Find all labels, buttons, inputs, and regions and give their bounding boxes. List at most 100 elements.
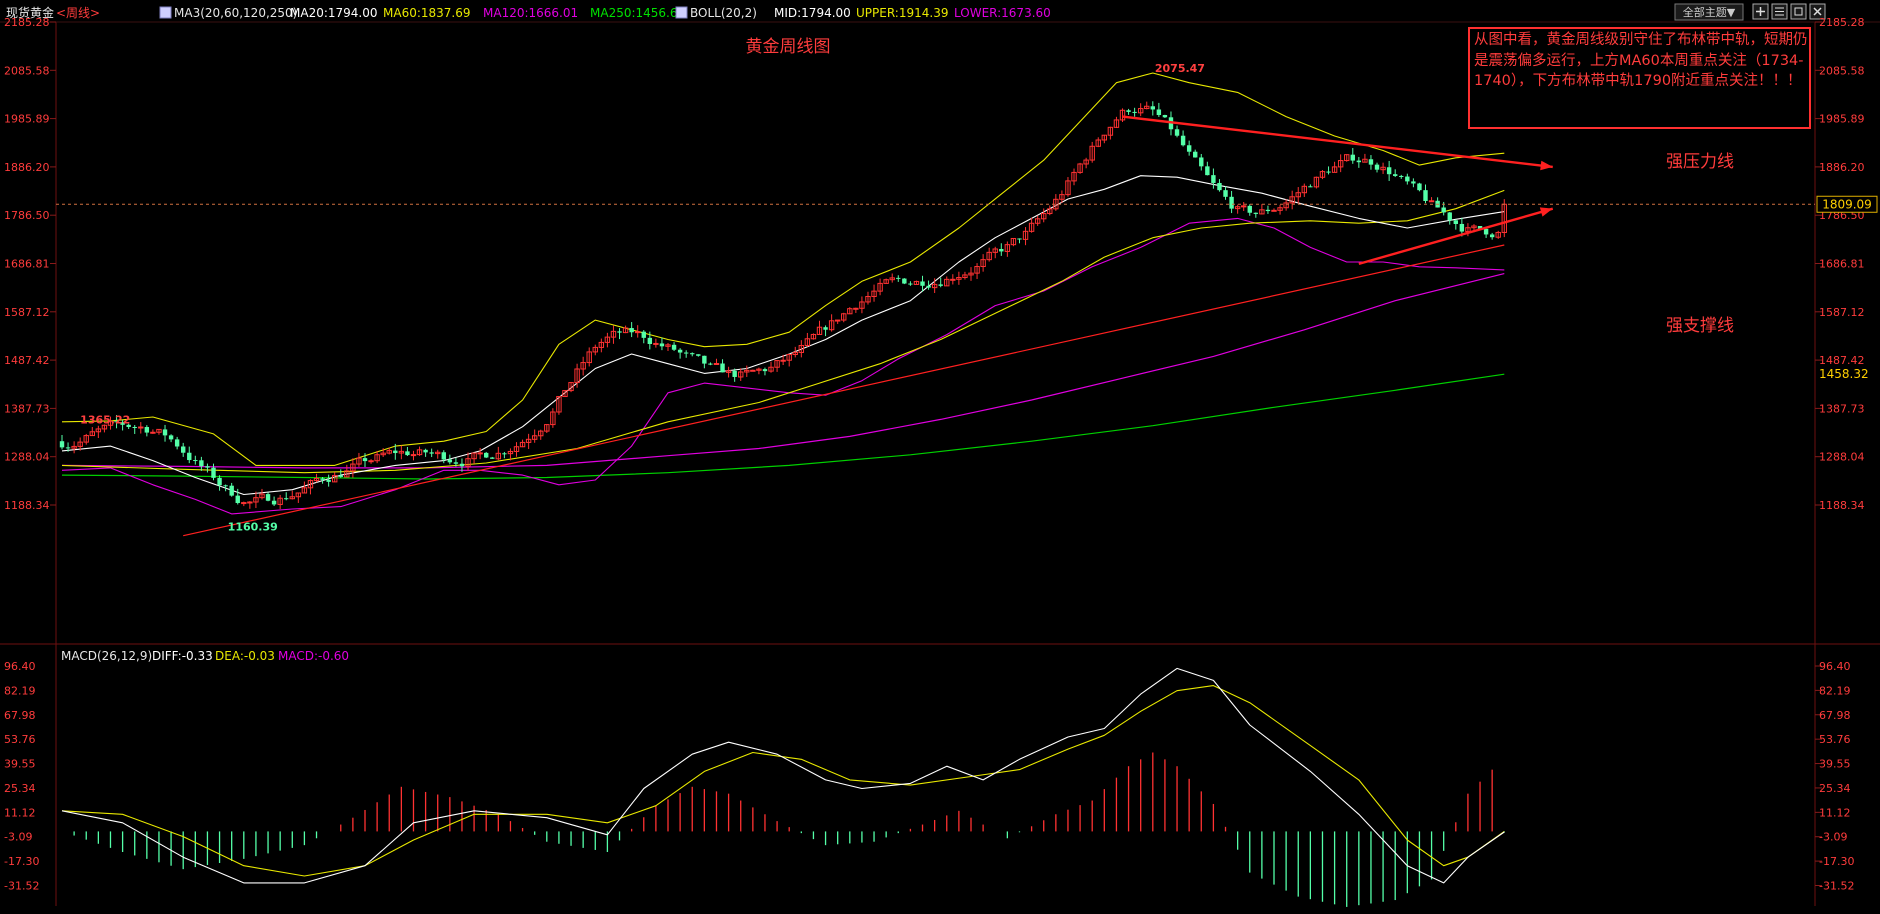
ma-settings-icon[interactable] [159,6,172,19]
support-trendline-inner [183,244,1505,537]
candle-body [247,501,253,504]
macd-tick-label: 96.40 [1819,660,1851,673]
ma250-value-tag: 1458.32 [1819,367,1869,381]
candle-body [1399,175,1404,177]
left-high-label: 1365.22 [80,413,130,426]
price-tick-label: 2185.28 [1819,16,1865,29]
maximize-icon[interactable] [1790,3,1807,20]
candle-body [150,431,156,434]
candle-body [95,428,102,433]
candle-body [786,353,792,361]
price-tick-label: 2085.58 [1819,64,1865,77]
candle-body [1205,166,1210,176]
candle-body [1380,166,1386,171]
candle-body [471,452,477,460]
candle-body [713,363,720,366]
candle-body [259,493,265,499]
candle-body [253,497,259,503]
candle-body [1423,190,1428,201]
price-tick-label: 1985.89 [4,113,50,126]
macd-tick-label: 39.55 [4,758,36,771]
price-tick-label: 1786.50 [4,209,50,222]
candle-body [465,458,471,467]
boll-label: BOLL(20,2) [690,6,757,20]
candle-body [810,333,817,340]
candle-body [974,266,980,274]
candle-body [1350,154,1355,161]
ma-label: MA3(20,60,120,250) [174,6,297,20]
candle-body [999,248,1004,252]
candle-body [798,345,805,353]
macd-tick-label: 11.12 [1819,806,1851,819]
macd-lines [61,667,1505,884]
macd-axis-right: 96.40 82.19 67.98 53.76 39.55 25.34 11.12 -3.09… [1819,660,1854,893]
candle-body [859,301,865,309]
candle-body [544,424,550,432]
candle-body [1028,222,1035,232]
candle-body [1034,218,1041,224]
candle-body [1313,176,1320,188]
candle-body [920,281,925,286]
close-icon[interactable] [1809,3,1826,20]
ma60-value: MA60:1837.69 [383,6,471,20]
candle-body [931,283,938,289]
candle-body [132,426,137,428]
price-tick-label: 1985.89 [1819,113,1865,126]
theme-dropdown[interactable]: 全部主题▼ [1674,3,1744,21]
candle-body [883,279,889,284]
chart-title: 黄金周线图 [746,37,831,57]
ma250-line [61,373,1505,480]
candle-body [738,371,744,378]
candle-body [193,460,198,462]
macd-dea-line [61,685,1505,877]
candle-body [1126,110,1131,112]
candle-body [1277,207,1283,211]
candle-body [653,342,659,345]
candle-body [865,295,871,303]
candle-body [525,438,532,443]
candle-body [762,369,768,372]
candle-body [502,453,507,455]
price-axis-left: 2185.28 2085.58 1985.89 1886.20 1786.50 1686.… [4,16,50,512]
macd-tick-label: -3.09 [4,831,32,844]
candle-body [1193,151,1198,158]
candle-body [913,280,920,285]
candle-body [1137,108,1144,114]
candle-body [1095,139,1101,147]
macd-tick-label: 67.98 [4,709,36,722]
macd-tick-label: 96.40 [4,660,36,673]
candle-body [211,467,216,478]
expand-icon[interactable] [1752,3,1769,20]
candle-body [847,308,853,315]
candle-body [223,485,228,487]
candle-body [1247,205,1252,213]
price-tick-label: 1487.42 [4,354,50,367]
candle-body [834,319,841,322]
candle-body [490,457,495,459]
candle-body [1393,174,1398,176]
candle-body [1441,207,1446,213]
candle-body [1071,171,1077,182]
candle-body [690,353,695,355]
candle-body [1077,163,1083,173]
candle-body [393,450,398,454]
candle-body [1211,175,1216,183]
candle-body [1447,212,1452,221]
candle-body [374,454,380,462]
candle-body [756,368,762,371]
period-label[interactable]: <周线> [56,6,100,20]
candle-body [1174,129,1180,136]
candle-body [659,343,665,347]
theme-dropdown-label: 全部主题▼ [1683,5,1736,19]
macd-histogram [73,752,1505,907]
candle-body [199,460,204,467]
boll-settings-icon[interactable] [675,6,688,19]
candle-body [853,307,859,310]
trendlines [183,115,1554,537]
candle-body [1047,208,1053,215]
grid-icon[interactable] [1771,3,1788,20]
candle-body [647,337,653,344]
candle-body [720,363,725,373]
candle-body [1234,206,1241,210]
